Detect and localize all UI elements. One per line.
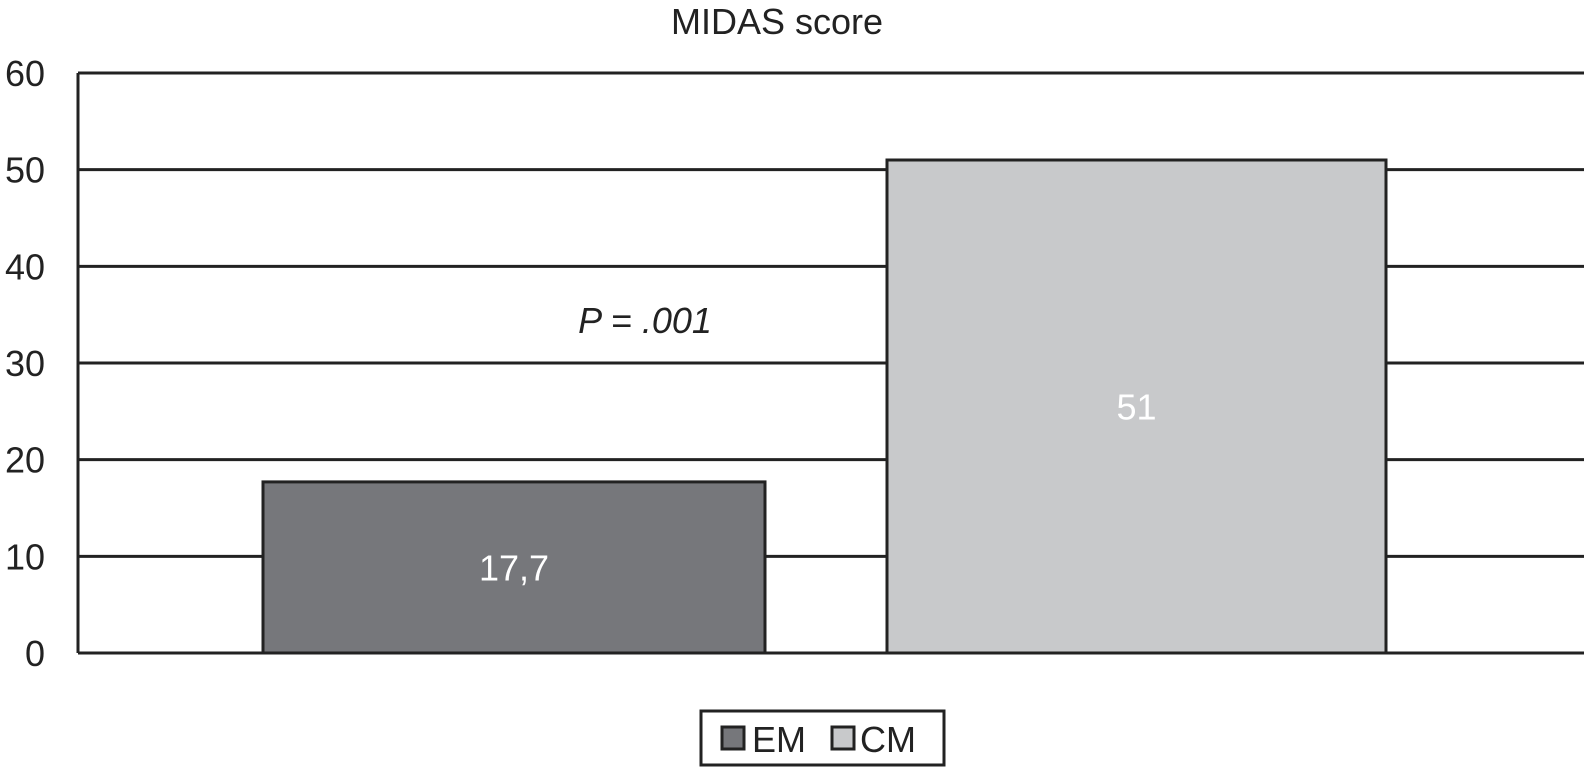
chart-title: MIDAS score bbox=[671, 1, 883, 42]
y-tick-label: 40 bbox=[5, 246, 45, 287]
bar-cm bbox=[885, 158, 1388, 655]
y-tick-label: 20 bbox=[5, 440, 45, 481]
legend-label-em: EM bbox=[752, 719, 806, 760]
y-tick-label: 50 bbox=[5, 150, 45, 191]
data-label: 51 bbox=[1116, 387, 1156, 428]
legend-label-cm: CM bbox=[860, 719, 916, 760]
legend-swatch-cm bbox=[830, 725, 856, 751]
y-tick-label: 60 bbox=[5, 53, 45, 94]
y-tick-label: 0 bbox=[25, 633, 45, 674]
data-label: 17,7 bbox=[479, 547, 549, 588]
p-value-annotation: P = .001 bbox=[578, 300, 712, 341]
legend: EM CM bbox=[699, 709, 946, 767]
bar-em bbox=[261, 480, 767, 655]
y-tick-label: 30 bbox=[5, 343, 45, 384]
legend-swatch-em bbox=[720, 725, 746, 751]
y-tick-label: 10 bbox=[5, 536, 45, 577]
